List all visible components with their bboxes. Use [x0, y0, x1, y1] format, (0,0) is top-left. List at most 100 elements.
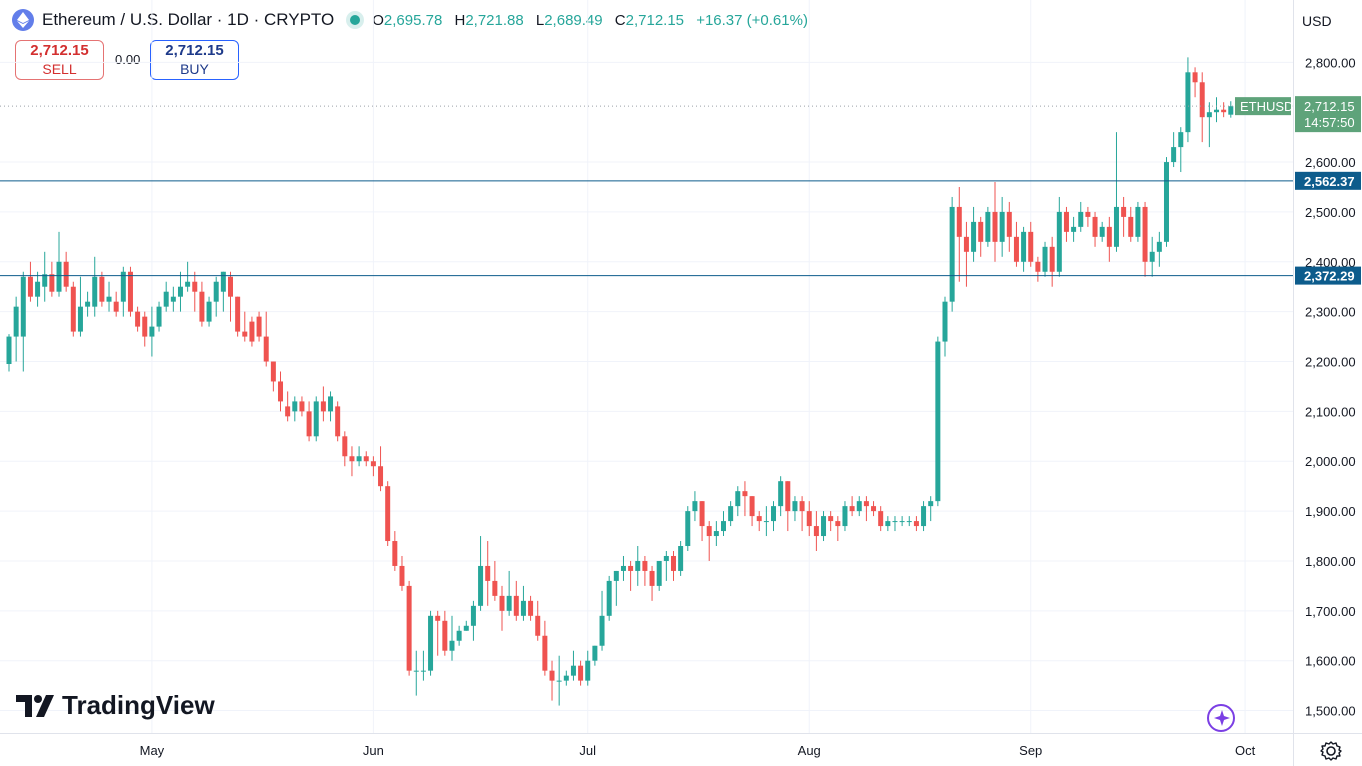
- sparkle-icon[interactable]: [1205, 702, 1237, 734]
- candle-body: [278, 381, 284, 402]
- candle-body: [27, 276, 33, 297]
- close-label: C: [614, 11, 626, 29]
- candle-body: [863, 501, 869, 507]
- candle-body: [578, 665, 584, 681]
- symbol-tag: [1235, 97, 1291, 116]
- candle-body: [106, 296, 112, 302]
- tradingview-logo-icon: [16, 694, 54, 717]
- candle-body: [756, 516, 762, 522]
- candle-body: [763, 521, 769, 523]
- candle-body: [563, 675, 569, 681]
- candle-body: [1021, 231, 1027, 262]
- candle-body: [127, 271, 133, 312]
- candle-body: [456, 630, 462, 641]
- candle-body: [313, 401, 319, 437]
- candle-body: [263, 336, 269, 362]
- candle-body: [356, 456, 362, 462]
- candle-body: [492, 580, 498, 596]
- candle-body: [470, 605, 476, 626]
- buy-label: BUY: [180, 61, 209, 77]
- candle-body: [1121, 206, 1127, 217]
- candle-body: [1085, 211, 1091, 217]
- spread-value: 0.00: [115, 52, 141, 67]
- candle-body: [999, 211, 1005, 242]
- candle-body: [370, 461, 376, 467]
- candle-body: [449, 640, 455, 651]
- candle-body: [813, 526, 819, 537]
- candle-body: [963, 236, 969, 252]
- candle-body: [921, 506, 927, 527]
- candle-body: [206, 301, 212, 322]
- candle-body: [299, 401, 305, 412]
- candle-body: [249, 321, 255, 342]
- candle-body: [556, 680, 562, 682]
- candle-body: [363, 456, 369, 462]
- candle-body: [1056, 211, 1062, 272]
- candle-body: [1028, 231, 1034, 262]
- candle-body: [328, 396, 334, 412]
- candle-body: [906, 521, 912, 523]
- candle-body: [649, 570, 655, 586]
- candle-body: [685, 511, 691, 547]
- candle-body: [606, 580, 612, 616]
- candle-body: [420, 670, 426, 672]
- candle-body: [663, 555, 669, 561]
- candle-body: [63, 261, 69, 287]
- x-tick-label: Jul: [579, 743, 596, 758]
- candle-body: [163, 291, 169, 307]
- candle-body: [1156, 241, 1162, 252]
- candle-body: [713, 531, 719, 537]
- candle-body: [92, 276, 98, 307]
- candle-body: [992, 211, 998, 242]
- time-axis-divider: [0, 733, 1362, 734]
- candle-body: [499, 595, 505, 611]
- candle-body: [549, 670, 555, 681]
- candle-body: [792, 501, 798, 512]
- tradingview-logo[interactable]: TradingView: [16, 690, 215, 721]
- candle-body: [270, 361, 276, 382]
- candle-body: [1214, 109, 1220, 113]
- candle-body: [99, 276, 105, 302]
- sell-button[interactable]: 2,712.15 SELL: [15, 40, 104, 80]
- candle-body: [13, 306, 19, 337]
- candle-body: [635, 560, 641, 571]
- buy-button[interactable]: 2,712.15 BUY: [150, 40, 239, 80]
- candle-body: [1199, 82, 1205, 118]
- candle-body: [399, 565, 405, 586]
- candle-body: [513, 595, 519, 616]
- candle-body: [192, 281, 198, 292]
- candle-body: [942, 301, 948, 342]
- level-price-tag: [1295, 266, 1361, 285]
- sell-label: SELL: [42, 61, 77, 77]
- candle-body: [520, 600, 526, 616]
- candle-body: [406, 585, 412, 671]
- change-value: +16.37 (+0.61%): [696, 11, 808, 29]
- candle-body: [892, 521, 898, 523]
- candle-body: [77, 306, 83, 332]
- symbol-title[interactable]: Ethereum / U.S. Dollar · 1D · CRYPTO: [42, 10, 335, 29]
- y-tick-label: 1,600.00: [1305, 654, 1356, 669]
- candle-body: [799, 501, 805, 512]
- candle-body: [1142, 206, 1148, 262]
- candle-body: [670, 555, 676, 571]
- candle-body: [1071, 226, 1077, 232]
- candle-body: [1185, 72, 1191, 133]
- candle-body: [70, 286, 76, 332]
- sell-price: 2,712.15: [30, 42, 89, 59]
- currency-selector[interactable]: USD: [1298, 6, 1360, 36]
- candle-body: [1221, 109, 1227, 113]
- candle-body: [1049, 246, 1055, 272]
- candle-body: [949, 206, 955, 302]
- candle-body: [1192, 72, 1198, 83]
- last-price-label: 2,712.15: [1304, 99, 1355, 114]
- candle-body: [42, 274, 48, 287]
- candle-body: [678, 546, 684, 571]
- gear-icon[interactable]: [1320, 740, 1342, 762]
- candle-body: [899, 521, 905, 523]
- candle-body: [1035, 261, 1041, 272]
- level-price-tag: [1295, 171, 1361, 190]
- y-tick-label: 2,500.00: [1305, 205, 1356, 220]
- candle-body: [1178, 132, 1184, 148]
- candle-body: [1099, 226, 1105, 237]
